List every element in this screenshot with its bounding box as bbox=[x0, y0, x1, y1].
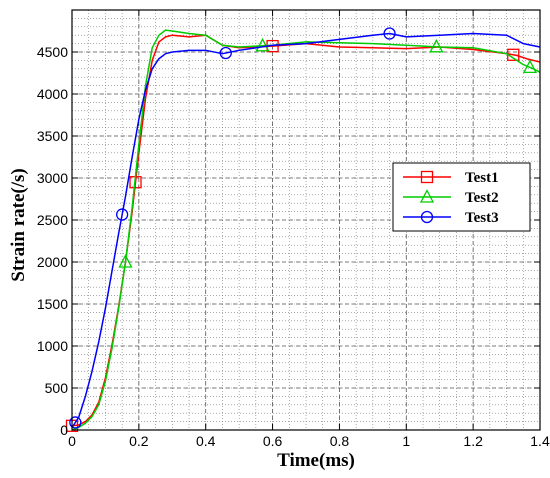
series-test2 bbox=[71, 29, 541, 431]
legend-entry-test1: Test1 bbox=[403, 170, 499, 186]
y-axis-title: Strain rate(/s) bbox=[8, 168, 29, 281]
series-test3 bbox=[69, 27, 541, 429]
x-tick-label: 0.4 bbox=[196, 433, 216, 449]
y-tick-label: 4000 bbox=[37, 86, 68, 102]
legend-marker bbox=[419, 189, 435, 203]
legend: Test1 Test2 Test3 bbox=[392, 162, 531, 232]
axis-ticks bbox=[71, 10, 541, 431]
y-tick-label: 3000 bbox=[37, 170, 68, 186]
x-tick-label: 0.2 bbox=[129, 433, 149, 449]
y-tick-label: 2500 bbox=[37, 212, 68, 228]
series-marker-test3 bbox=[219, 46, 232, 60]
x-tick-label: 1.2 bbox=[463, 433, 483, 449]
legend-label: Test2 bbox=[465, 190, 499, 206]
series-test1 bbox=[65, 34, 541, 432]
x-axis-tick-labels: 0 0.2 0.4 0.6 0.8 1 1.2 1.4 bbox=[68, 433, 550, 449]
x-tick-label: 0 bbox=[68, 433, 76, 449]
series-line-test3 bbox=[71, 32, 541, 428]
series-marker-test3 bbox=[69, 416, 82, 429]
series-marker-test2 bbox=[429, 38, 444, 53]
legend-marker bbox=[420, 170, 434, 184]
x-axis-title: Time(ms) bbox=[277, 450, 355, 471]
legend-entry-test2: Test2 bbox=[403, 189, 499, 206]
x-tick-label: 1.4 bbox=[530, 433, 550, 449]
series-line-test2 bbox=[71, 29, 541, 431]
legend-marker bbox=[420, 210, 434, 224]
x-tick-label: 0.6 bbox=[263, 433, 283, 449]
series-marker-test2 bbox=[255, 37, 270, 52]
y-axis-tick-labels: 0 500 1000 1500 2000 2500 3000 3500 4000 4500 bbox=[37, 44, 68, 438]
series-marker-test3 bbox=[383, 27, 396, 40]
series-marker-test2 bbox=[118, 254, 133, 268]
legend-label: Test3 bbox=[465, 210, 499, 226]
legend-label: Test1 bbox=[465, 170, 499, 186]
y-tick-label: 1000 bbox=[37, 338, 68, 354]
y-tick-label: 3500 bbox=[37, 128, 68, 144]
series-marker-test3 bbox=[115, 208, 129, 221]
y-tick-label: 2000 bbox=[37, 254, 68, 270]
y-tick-label: 500 bbox=[45, 380, 69, 396]
y-tick-label: 1500 bbox=[37, 296, 68, 312]
series-layer bbox=[65, 27, 541, 432]
series-marker-test2 bbox=[522, 59, 538, 74]
y-tick-label: 0 bbox=[60, 422, 68, 438]
legend-entry-test3: Test3 bbox=[403, 210, 499, 226]
y-tick-label: 4500 bbox=[37, 44, 68, 60]
x-tick-label: 0.8 bbox=[330, 433, 350, 449]
x-tick-label: 1 bbox=[402, 433, 410, 449]
